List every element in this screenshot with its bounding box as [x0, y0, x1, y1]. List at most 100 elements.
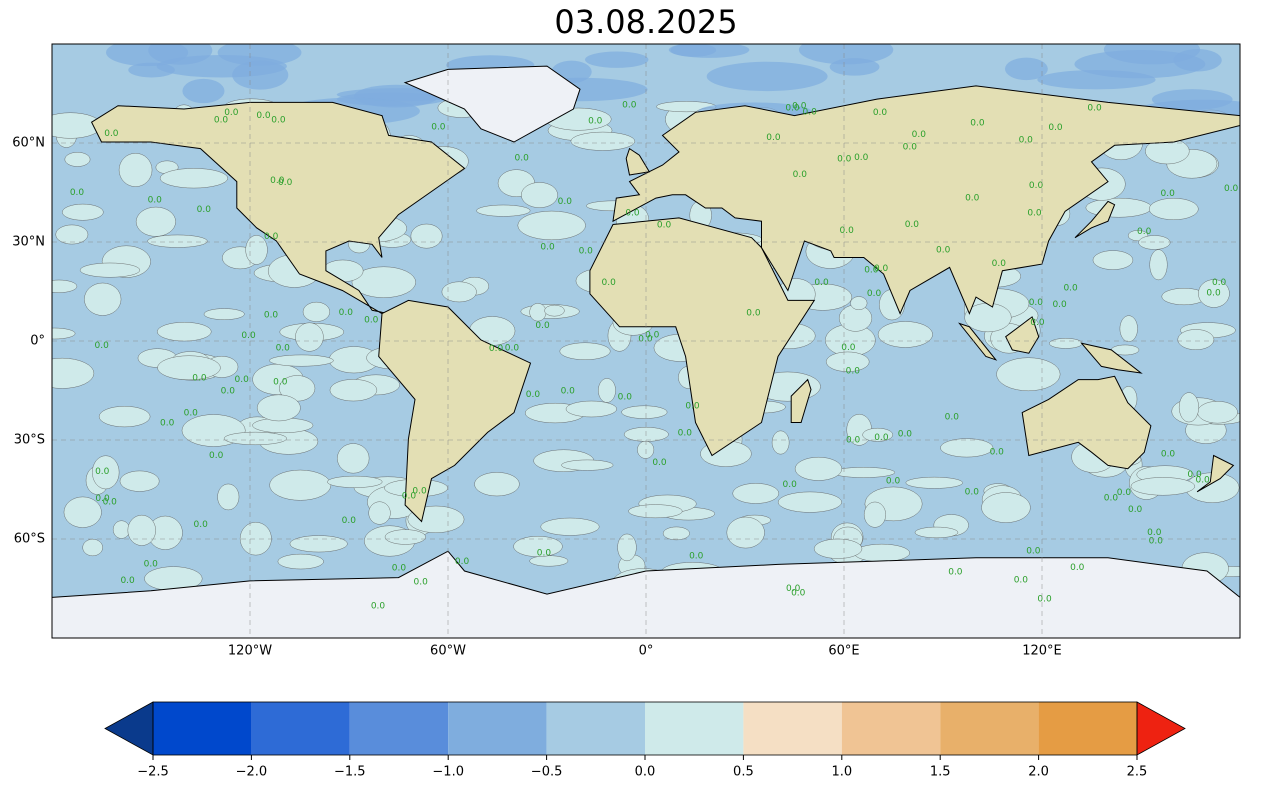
- ocean-patch: [829, 58, 880, 76]
- contour-label: 0.0: [990, 448, 1005, 458]
- contour-label: 0.0: [803, 108, 818, 118]
- ocean-patch: [670, 44, 717, 57]
- contour-label: 0.0: [905, 220, 920, 230]
- contour-label: 0.0: [936, 246, 951, 256]
- ocean-patch: [84, 282, 122, 316]
- contour-label: 0.0: [854, 153, 869, 163]
- ocean-patch: [223, 431, 287, 445]
- colorbar-tick-label: 0.5: [733, 765, 754, 780]
- ocean-patch: [559, 342, 611, 360]
- ocean-patch: [157, 355, 221, 381]
- new-zealand: [1197, 456, 1233, 492]
- contour-label: 0.0: [392, 563, 407, 573]
- contour-label: 0.0: [271, 116, 286, 126]
- contour-label: 0.0: [1128, 505, 1143, 515]
- contour-label: 0.0: [867, 289, 882, 299]
- contour-label: 0.0: [1117, 488, 1132, 498]
- contour-label: 0.0: [70, 188, 85, 198]
- contour-label: 0.0: [814, 278, 829, 288]
- ocean-patch: [52, 279, 78, 293]
- contour-label: 0.0: [618, 393, 633, 403]
- contour-label: 0.0: [846, 435, 861, 445]
- greenland: [405, 66, 580, 142]
- contour-label: 0.0: [685, 402, 700, 412]
- japan: [1075, 201, 1115, 237]
- y-tick-label: 0°: [30, 334, 45, 349]
- contour-label: 0.0: [898, 429, 913, 439]
- ocean-patch: [277, 553, 324, 570]
- ocean-patch: [996, 357, 1061, 392]
- contour-label: 0.0: [886, 476, 901, 486]
- contour-label: 0.0: [689, 551, 704, 561]
- contour-label: 0.0: [224, 108, 239, 118]
- contour-label: 0.0: [537, 548, 552, 558]
- contour-label: 0.0: [766, 133, 781, 143]
- ocean-patch: [63, 496, 102, 528]
- contour-label: 0.0: [1147, 528, 1162, 538]
- contour-label: 0.0: [412, 487, 427, 497]
- contour-label: 0.0: [339, 308, 354, 318]
- ocean-patch: [476, 204, 531, 217]
- north-america: [92, 102, 465, 313]
- ocean-patch: [521, 182, 558, 208]
- contour-label: 0.0: [791, 588, 806, 598]
- contour-label: 0.0: [1224, 184, 1239, 194]
- ocean-patch: [1138, 235, 1171, 250]
- ocean-patch: [441, 281, 477, 303]
- ocean-patch: [561, 459, 614, 471]
- borneo: [1006, 317, 1039, 353]
- colorbar-bin: [546, 702, 645, 755]
- contour-label: 0.0: [1187, 470, 1202, 480]
- contour-label: 0.0: [194, 520, 209, 530]
- contour-label: 0.0: [638, 335, 653, 345]
- contour-label: 0.0: [515, 153, 530, 163]
- colorbar-tick-label: −2.0: [236, 765, 268, 780]
- colorbar-bin: [743, 702, 842, 755]
- ocean-patch: [295, 322, 324, 352]
- contour-label: 0.0: [837, 154, 852, 164]
- ocean-patch: [119, 470, 160, 492]
- ocean-patch: [135, 206, 176, 237]
- contour-label: 0.0: [965, 194, 980, 204]
- ocean-patch: [147, 234, 208, 248]
- contour-label: 0.0: [874, 264, 889, 274]
- ocean-patch: [813, 538, 863, 559]
- ocean-patch: [1151, 89, 1233, 110]
- contour-label: 0.0: [579, 246, 594, 256]
- contour-label: 0.0: [588, 116, 603, 126]
- ocean-patch: [410, 223, 443, 249]
- contour-label: 0.0: [1048, 123, 1063, 133]
- ocean-patch: [617, 533, 637, 562]
- ocean-patch: [1197, 401, 1238, 424]
- ocean-patch: [327, 475, 383, 488]
- ocean-patch: [877, 321, 933, 348]
- land: [52, 66, 1240, 638]
- ocean-patch: [1149, 249, 1168, 281]
- south-america: [379, 300, 531, 521]
- contour-label: 0.0: [657, 220, 672, 230]
- contour-label: 0.0: [1195, 475, 1210, 485]
- contour-label: 0.0: [1029, 181, 1044, 191]
- contour-label: 0.0: [1019, 136, 1034, 146]
- contour-label: 0.0: [95, 494, 110, 504]
- contour-label: 0.0: [903, 142, 918, 152]
- colorbar-tick-label: −1.0: [432, 765, 464, 780]
- colorbar-bin: [940, 702, 1039, 755]
- x-tick-label: 120°E: [1022, 644, 1062, 659]
- contour-label: 0.0: [1149, 536, 1164, 546]
- ocean-patch: [368, 501, 391, 525]
- contour-label: 0.0: [241, 331, 256, 341]
- y-tick-label: 60°N: [12, 136, 45, 151]
- contour-label: 0.0: [431, 122, 446, 132]
- contour-label: 0.0: [256, 111, 271, 121]
- contour-label: 0.0: [505, 344, 520, 354]
- contour-label: 0.0: [874, 433, 889, 443]
- contour-label: 0.0: [95, 341, 110, 351]
- x-tick-label: 60°W: [430, 644, 466, 659]
- x-tick-label: 120°W: [228, 644, 272, 659]
- ocean-patch: [529, 303, 547, 322]
- contour-label: 0.0: [342, 516, 357, 526]
- ocean-patch: [1004, 57, 1048, 81]
- africa: [590, 218, 814, 456]
- contour-label: 0.0: [276, 343, 291, 353]
